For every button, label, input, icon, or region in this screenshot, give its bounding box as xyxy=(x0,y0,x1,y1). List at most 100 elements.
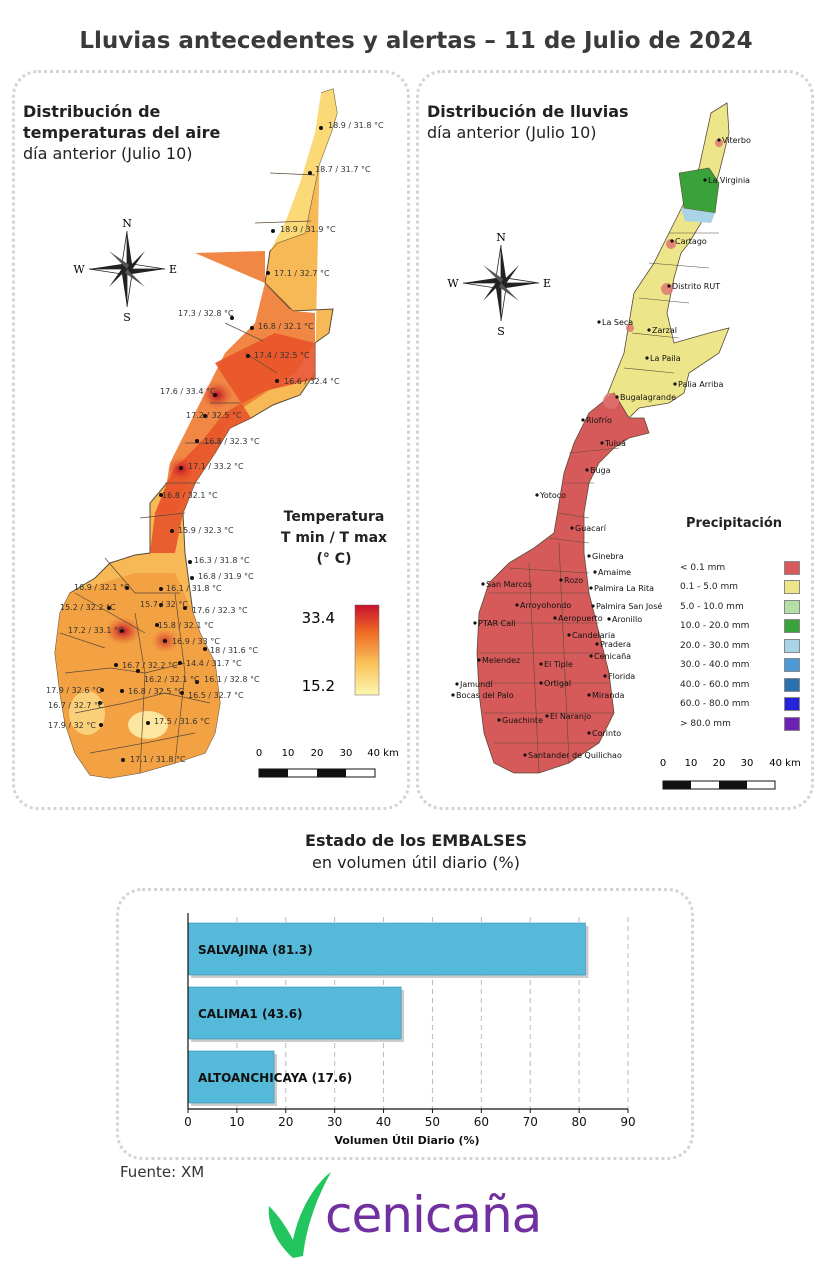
place-dot xyxy=(717,138,721,142)
rainfall-legend-label: 5.0 - 10.0 mm xyxy=(680,601,744,612)
place-label: Guacarí xyxy=(575,524,607,533)
place-dot xyxy=(539,681,543,685)
station-label: 17.9 / 32.6 °C xyxy=(46,686,102,695)
rainfall-legend-item: 20.0 - 30.0 mm xyxy=(680,636,800,656)
place-label: Ortigal xyxy=(544,679,571,688)
reservoirs-title: Estado de los EMBALSES en volumen útil d… xyxy=(305,831,527,872)
svg-text:10: 10 xyxy=(282,748,295,759)
station-label: 16.3 / 31.8 °C xyxy=(194,556,250,565)
temperature-panel: Distribución de temperaturas del aire dí… xyxy=(12,70,410,810)
tick-label: 80 xyxy=(571,1115,586,1129)
station-label: 17.1 / 33.2 °C xyxy=(188,462,244,471)
place-dot xyxy=(585,468,589,472)
place-dot xyxy=(597,320,601,324)
station-label: 16.8 / 32.1 °C xyxy=(258,322,314,331)
temperature-stations xyxy=(98,126,323,762)
reservoirs-panel: SALVAJINA (81.3) CALIMA1 (43.6) ALTOANCHIC… xyxy=(116,888,694,1160)
place-label: Zarzal xyxy=(652,326,677,335)
svg-text:S: S xyxy=(123,311,131,324)
place-label: Cenicaña xyxy=(594,652,631,661)
svg-text:0: 0 xyxy=(256,748,262,759)
rainfall-legend-item: 0.1 - 5.0 mm xyxy=(680,578,800,598)
place-dot xyxy=(593,570,597,574)
station-label: 16.8 / 32.1 °C xyxy=(162,491,218,500)
tick-label: 90 xyxy=(620,1115,635,1129)
place-dot xyxy=(647,328,651,332)
place-label: Viterbo xyxy=(722,136,751,145)
tick-label: 10 xyxy=(229,1115,244,1129)
rainfall-map: Viterbo La Virginia Cartago Distrito RUT La … xyxy=(447,102,801,790)
place-dot xyxy=(607,617,611,621)
rainfall-legend-swatch xyxy=(784,619,800,634)
place-dot xyxy=(591,604,595,608)
place-dot xyxy=(670,239,674,243)
place-label: Candelaria xyxy=(572,631,615,640)
bar xyxy=(187,986,402,1040)
place-label: Palmira San José xyxy=(596,601,662,611)
station-label: 18.9 / 31.9 °C xyxy=(280,225,336,234)
rainfall-scale-bar: 0 10 20 30 40 km xyxy=(660,758,801,790)
place-dot xyxy=(667,284,671,288)
tick-label: 50 xyxy=(425,1115,440,1129)
station-label: 16.7 / 32.2 °C xyxy=(122,661,178,670)
tick-label: 20 xyxy=(278,1115,293,1129)
tick-label: 40 xyxy=(376,1115,391,1129)
rainfall-legend-swatch xyxy=(784,580,800,595)
rainfall-legend-label: 10.0 - 20.0 mm xyxy=(680,621,750,632)
rainfall-legend: < 0.1 mm 0.1 - 5.0 mm 5.0 - 10.0 mm 10.0 - … xyxy=(680,558,800,734)
svg-text:40 km: 40 km xyxy=(769,758,800,769)
place-label: Aeropuerto xyxy=(558,614,603,623)
svg-text:N: N xyxy=(496,231,506,244)
place-label: Palmira La Rita xyxy=(594,584,654,593)
rainfall-legend-item: 10.0 - 20.0 mm xyxy=(680,617,800,637)
place-label: Tuluá xyxy=(604,439,626,448)
bar-label: SALVAJINA (81.3) xyxy=(198,943,313,957)
temperature-map: 18.9 / 31.8 °C 18.7 / 31.7 °C 18.9 / 31.9 … xyxy=(46,88,399,779)
source-note: Fuente: XM xyxy=(120,1163,205,1181)
legend-max: 33.4 xyxy=(302,609,335,627)
temperature-scale-bar: 0 10 20 30 40 km xyxy=(256,748,399,778)
place-label: Riofrío xyxy=(586,416,612,425)
bar xyxy=(187,1050,275,1104)
place-dot xyxy=(570,526,574,530)
station-label: 17.2 / 33.1 °C xyxy=(68,626,124,635)
rainfall-legend-swatch xyxy=(784,599,800,614)
svg-text:S: S xyxy=(497,325,505,338)
station-label: 15.8 / 32.1 °C xyxy=(158,621,214,630)
station-label: 16.9 / 33 °C xyxy=(172,637,220,646)
place-dot xyxy=(477,658,481,662)
rainfall-places: Viterbo La Virginia Cartago Distrito RUT La … xyxy=(451,136,751,760)
station-label: 17.1 / 32.7 °C xyxy=(274,269,330,278)
place-dot xyxy=(539,662,543,666)
station-label: 18.7 / 31.7 °C xyxy=(315,165,371,174)
place-label: Yotoco xyxy=(539,491,566,500)
rainfall-title: Distribución de lluvias día anterior (Ju… xyxy=(427,102,629,142)
rainfall-legend-item: 5.0 - 10.0 mm xyxy=(680,597,800,617)
place-dot xyxy=(567,633,571,637)
station-label: 17.2 / 32.5 °C xyxy=(186,411,242,420)
leaf-icon xyxy=(268,1172,331,1258)
place-label: Miranda xyxy=(592,691,624,700)
cenicana-logo: cenicaña xyxy=(265,1170,575,1260)
station-label: 16.1 / 31.8 °C xyxy=(166,584,222,593)
station-label: 16.8 / 32.3 °C xyxy=(204,437,260,446)
rainfall-legend-swatch xyxy=(784,677,800,692)
station-label: 16.8 / 31.9 °C xyxy=(198,572,254,581)
bar-label: CALIMA1 (43.6) xyxy=(198,1007,303,1021)
place-label: Distrito RUT xyxy=(672,282,720,291)
place-label: Guachinte xyxy=(502,716,543,725)
station-label: 17.9 / 32 °C xyxy=(48,721,96,730)
place-label: El Tiple xyxy=(544,660,573,669)
compass-icon: N S E W xyxy=(447,231,551,338)
place-label: El Naranjo xyxy=(550,712,591,721)
svg-text:W: W xyxy=(73,263,85,276)
station-label: 15.9 / 32.3 °C xyxy=(178,526,234,535)
rainfall-legend-swatch xyxy=(784,716,800,731)
place-dot xyxy=(581,418,585,422)
svg-text:20: 20 xyxy=(713,758,726,769)
station-label: 16.7 / 32.7 °C xyxy=(48,701,104,710)
compass-icon: N S E W xyxy=(73,217,177,324)
station-label: 16.1 / 32.8 °C xyxy=(204,675,260,684)
rainfall-legend-label: > 80.0 mm xyxy=(680,718,731,729)
tick-label: 0 xyxy=(184,1115,192,1129)
